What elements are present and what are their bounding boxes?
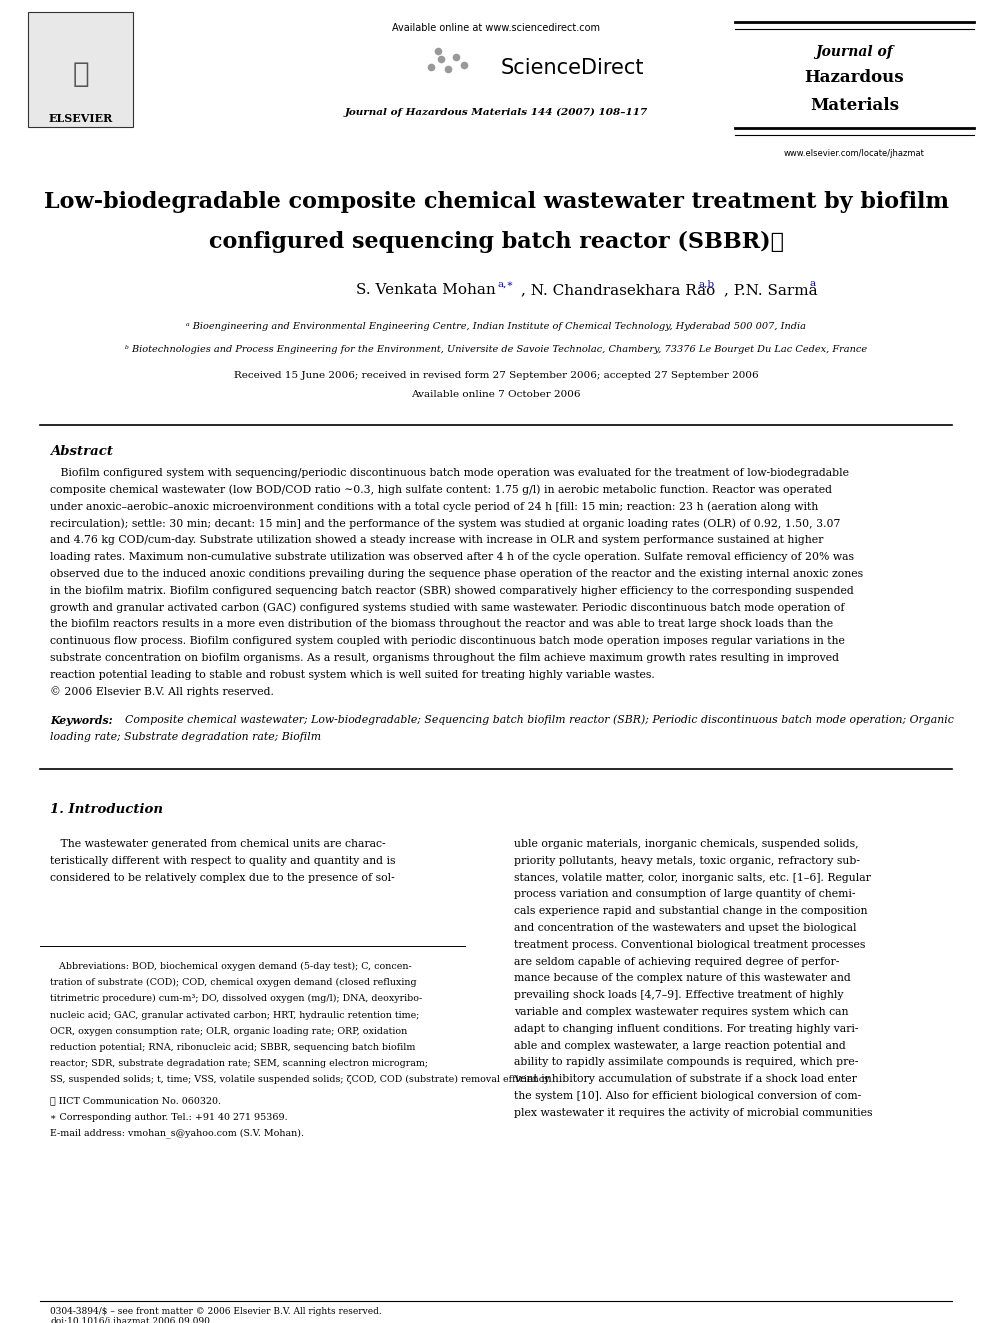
Text: and 4.76 kg COD/cum-day. Substrate utilization showed a steady increase with inc: and 4.76 kg COD/cum-day. Substrate utili…: [50, 536, 823, 545]
Text: ELSEVIER: ELSEVIER: [49, 114, 113, 124]
Text: , N. Chandrasekhara Rao: , N. Chandrasekhara Rao: [521, 283, 715, 296]
Text: ᵃ Bioengineering and Environmental Engineering Centre, Indian Institute of Chemi: ᵃ Bioengineering and Environmental Engin…: [186, 323, 806, 332]
Text: 1. Introduction: 1. Introduction: [50, 803, 163, 815]
Text: growth and granular activated carbon (GAC) configured systems studied with same : growth and granular activated carbon (GA…: [50, 602, 844, 613]
Text: under anoxic–aerobic–anoxic microenvironment conditions with a total cycle perio: under anoxic–aerobic–anoxic microenviron…: [50, 501, 818, 512]
Text: adapt to changing influent conditions. For treating highly vari-: adapt to changing influent conditions. F…: [514, 1024, 858, 1033]
Text: composite chemical wastewater (low BOD/COD ratio ∼0.3, high sulfate content: 1.7: composite chemical wastewater (low BOD/C…: [50, 484, 832, 495]
Text: E-mail address: vmohan_s@yahoo.com (S.V. Mohan).: E-mail address: vmohan_s@yahoo.com (S.V.…: [50, 1129, 304, 1138]
Text: stances, volatile matter, color, inorganic salts, etc. [1–6]. Regular: stances, volatile matter, color, inorgan…: [514, 873, 871, 882]
Text: nucleic acid; GAC, granular activated carbon; HRT, hydraulic retention time;: nucleic acid; GAC, granular activated ca…: [50, 1011, 420, 1020]
Text: Low-biodegradable composite chemical wastewater treatment by biofilm: Low-biodegradable composite chemical was…: [44, 191, 948, 213]
Text: 🌲: 🌲: [72, 61, 89, 89]
Text: Materials: Materials: [810, 97, 899, 114]
Text: vent inhibitory accumulation of substrate if a shock load enter: vent inhibitory accumulation of substrat…: [514, 1074, 857, 1085]
Text: doi:10.1016/j.jhazmat.2006.09.090: doi:10.1016/j.jhazmat.2006.09.090: [50, 1316, 210, 1323]
Text: ᵇ Biotechnologies and Process Engineering for the Environment, Universite de Sav: ᵇ Biotechnologies and Process Engineerin…: [125, 345, 867, 355]
Text: Abstract: Abstract: [50, 446, 113, 459]
Text: process variation and consumption of large quantity of chemi-: process variation and consumption of lar…: [514, 889, 855, 900]
Text: ScienceDirect: ScienceDirect: [501, 58, 645, 78]
Text: Available online at www.sciencedirect.com: Available online at www.sciencedirect.co…: [392, 22, 600, 33]
Text: tration of substrate (COD); COD, chemical oxygen demand (closed refluxing: tration of substrate (COD); COD, chemica…: [50, 978, 417, 987]
Text: 0304-3894/$ – see front matter © 2006 Elsevier B.V. All rights reserved.: 0304-3894/$ – see front matter © 2006 El…: [50, 1307, 382, 1315]
Text: continuous flow process. Biofilm configured system coupled with periodic discont: continuous flow process. Biofilm configu…: [50, 636, 845, 646]
Text: Available online 7 October 2006: Available online 7 October 2006: [412, 390, 580, 400]
Text: the biofilm reactors results in a more even distribution of the biomass througho: the biofilm reactors results in a more e…: [50, 619, 833, 630]
Text: Keywords:: Keywords:: [50, 714, 113, 726]
Text: reaction potential leading to stable and robust system which is well suited for : reaction potential leading to stable and…: [50, 669, 655, 680]
Text: Biofilm configured system with sequencing/periodic discontinuous batch mode oper: Biofilm configured system with sequencin…: [50, 468, 849, 478]
Text: reduction potential; RNA, ribonucleic acid; SBBR, sequencing batch biofilm: reduction potential; RNA, ribonucleic ac…: [50, 1043, 416, 1052]
Text: uble organic materials, inorganic chemicals, suspended solids,: uble organic materials, inorganic chemic…: [514, 839, 859, 849]
Bar: [28, 12, 133, 127]
Text: a,∗: a,∗: [498, 279, 515, 288]
Text: treatment process. Conventional biological treatment processes: treatment process. Conventional biologic…: [514, 939, 865, 950]
Text: prevailing shock loads [4,7–9]. Effective treatment of highly: prevailing shock loads [4,7–9]. Effectiv…: [514, 990, 843, 1000]
Text: a,b: a,b: [698, 279, 714, 288]
Text: priority pollutants, heavy metals, toxic organic, refractory sub-: priority pollutants, heavy metals, toxic…: [514, 856, 860, 865]
Text: The wastewater generated from chemical units are charac-: The wastewater generated from chemical u…: [50, 839, 386, 849]
Text: ∗ Corresponding author. Tel.: +91 40 271 95369.: ∗ Corresponding author. Tel.: +91 40 271…: [50, 1113, 288, 1122]
Text: S. Venkata Mohan: S. Venkata Mohan: [356, 283, 496, 296]
Text: the system [10]. Also for efficient biological conversion of com-: the system [10]. Also for efficient biol…: [514, 1091, 861, 1101]
Text: plex wastewater it requires the activity of microbial communities: plex wastewater it requires the activity…: [514, 1107, 873, 1118]
Text: , P.N. Sarma: , P.N. Sarma: [724, 283, 817, 296]
Text: SS, suspended solids; t, time; VSS, volatile suspended solids; ζCOD, COD (substr: SS, suspended solids; t, time; VSS, vola…: [50, 1076, 550, 1085]
Text: Composite chemical wastewater; Low-biodegradable; Sequencing batch biofilm react: Composite chemical wastewater; Low-biode…: [118, 714, 954, 725]
Text: loading rates. Maximum non-cumulative substrate utilization was observed after 4: loading rates. Maximum non-cumulative su…: [50, 552, 854, 562]
Text: recirculation); settle: 30 min; decant: 15 min] and the performance of the syste: recirculation); settle: 30 min; decant: …: [50, 519, 840, 529]
Text: reactor; SDR, substrate degradation rate; SEM, scanning electron microgram;: reactor; SDR, substrate degradation rate…: [50, 1060, 428, 1068]
Text: teristically different with respect to quality and quantity and is: teristically different with respect to q…: [50, 856, 396, 865]
Text: considered to be relatively complex due to the presence of sol-: considered to be relatively complex due …: [50, 873, 395, 882]
Text: Received 15 June 2006; received in revised form 27 September 2006; accepted 27 S: Received 15 June 2006; received in revis…: [234, 370, 758, 380]
Text: observed due to the induced anoxic conditions prevailing during the sequence pha: observed due to the induced anoxic condi…: [50, 569, 863, 578]
Text: substrate concentration on biofilm organisms. As a result, organisms throughout : substrate concentration on biofilm organ…: [50, 652, 839, 663]
Text: ability to rapidly assimilate compounds is required, which pre-: ability to rapidly assimilate compounds …: [514, 1057, 858, 1068]
Text: OCR, oxygen consumption rate; OLR, organic loading rate; ORP, oxidation: OCR, oxygen consumption rate; OLR, organ…: [50, 1027, 408, 1036]
Text: in the biofilm matrix. Biofilm configured sequencing batch reactor (SBR) showed : in the biofilm matrix. Biofilm configure…: [50, 585, 854, 595]
Text: mance because of the complex nature of this wastewater and: mance because of the complex nature of t…: [514, 974, 851, 983]
Text: a: a: [809, 279, 815, 288]
Text: and concentration of the wastewaters and upset the biological: and concentration of the wastewaters and…: [514, 923, 856, 933]
Text: Journal of Hazardous Materials 144 (2007) 108–117: Journal of Hazardous Materials 144 (2007…: [344, 107, 648, 116]
Text: © 2006 Elsevier B.V. All rights reserved.: © 2006 Elsevier B.V. All rights reserved…: [50, 687, 274, 697]
Text: www.elsevier.com/locate/jhazmat: www.elsevier.com/locate/jhazmat: [784, 148, 925, 157]
Text: cals experience rapid and substantial change in the composition: cals experience rapid and substantial ch…: [514, 906, 867, 917]
Text: are seldom capable of achieving required degree of perfor-: are seldom capable of achieving required…: [514, 957, 839, 967]
Text: able and complex wastewater, a large reaction potential and: able and complex wastewater, a large rea…: [514, 1041, 846, 1050]
Text: loading rate; Substrate degradation rate; Biofilm: loading rate; Substrate degradation rate…: [50, 732, 321, 742]
Text: ⋆ IICT Communication No. 060320.: ⋆ IICT Communication No. 060320.: [50, 1097, 221, 1106]
Text: variable and complex wastewater requires system which can: variable and complex wastewater requires…: [514, 1007, 848, 1017]
Text: Hazardous: Hazardous: [805, 70, 905, 86]
Text: Journal of: Journal of: [815, 45, 894, 60]
Text: configured sequencing batch reactor (SBBR)⋆: configured sequencing batch reactor (SBB…: [208, 232, 784, 253]
Text: Abbreviations: BOD, biochemical oxygen demand (5-day test); C, concen-: Abbreviations: BOD, biochemical oxygen d…: [50, 962, 412, 971]
Text: titrimetric procedure) cum-m³; DO, dissolved oxygen (mg/l); DNA, deoxyribo-: titrimetric procedure) cum-m³; DO, disso…: [50, 995, 423, 1003]
